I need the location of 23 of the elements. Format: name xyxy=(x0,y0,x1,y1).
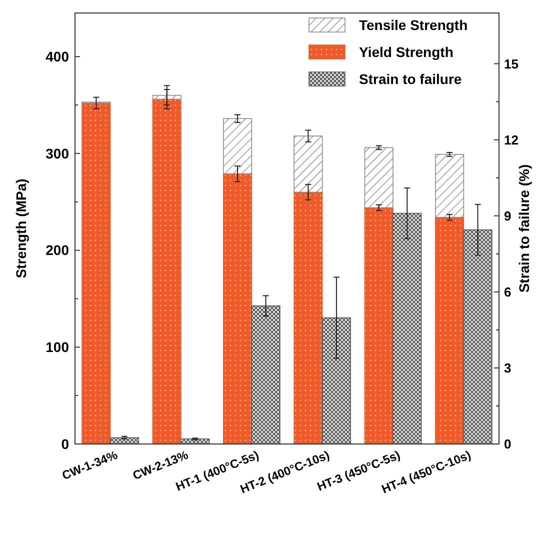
y-tick-label: 200 xyxy=(46,242,70,258)
y2-tick-label: 0 xyxy=(504,436,512,452)
legend-label: Tensile Strength xyxy=(359,16,468,33)
y-tick-label: 400 xyxy=(46,48,70,64)
bar xyxy=(364,147,394,208)
y-tick-label: 0 xyxy=(61,436,70,452)
y2-tick-label: 15 xyxy=(504,56,518,72)
y-tick-label: 100 xyxy=(46,339,70,356)
y2-tick-label: 6 xyxy=(504,284,512,300)
y2-tick-label: 9 xyxy=(504,208,512,224)
bar xyxy=(435,154,464,218)
bar xyxy=(223,118,252,174)
legend-label: Yield Strength xyxy=(359,44,454,60)
y2-tick-label: 12 xyxy=(504,132,518,148)
y-tick-label: 300 xyxy=(46,145,70,162)
bar xyxy=(294,136,323,193)
y2-tick-label: 3 xyxy=(504,360,512,376)
bar xyxy=(152,98,182,444)
legend-label: Strain to failure xyxy=(359,70,462,87)
y2-axis-title: Strain to failure (%) xyxy=(516,164,532,293)
bar xyxy=(152,94,182,100)
bar xyxy=(82,102,111,444)
y-axis-title: Strength (MPa) xyxy=(13,178,29,278)
